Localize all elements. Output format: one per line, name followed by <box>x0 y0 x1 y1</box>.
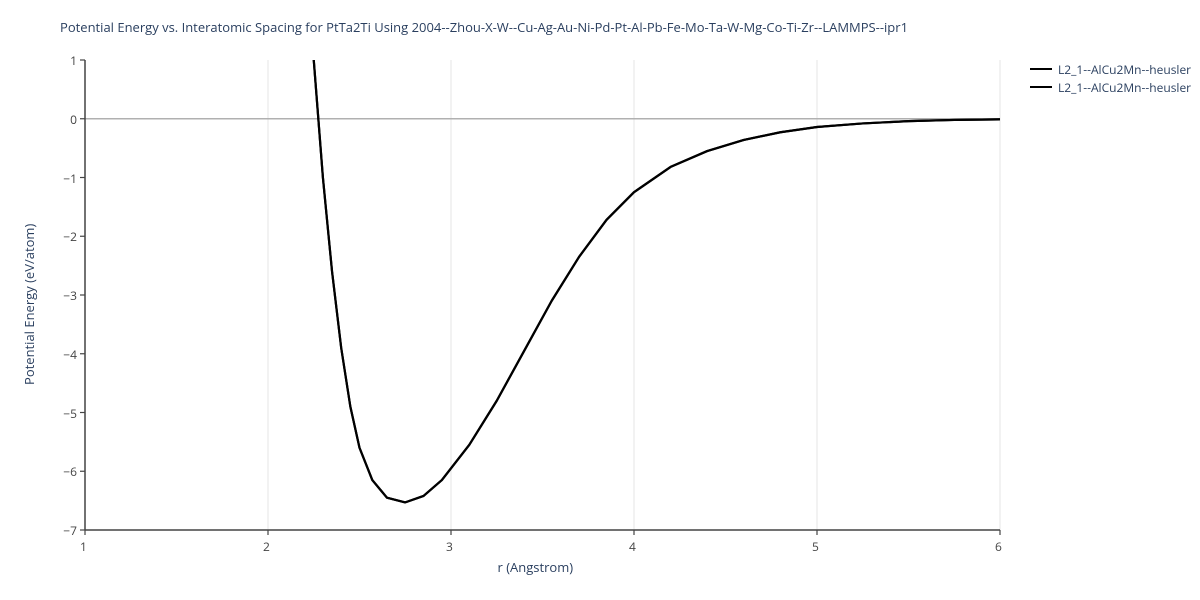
y-tick-label: −7 <box>63 522 77 539</box>
x-axis-label: r (Angstrom) <box>498 558 574 576</box>
x-tick-label: 2 <box>263 538 270 555</box>
y-tick-label: −6 <box>63 463 77 480</box>
y-tick-label: −5 <box>63 405 77 422</box>
y-axis-label: Potential Energy (eV/atom) <box>20 224 38 385</box>
y-tick-label: 1 <box>70 52 77 69</box>
chart-plot[interactable] <box>0 0 1200 600</box>
chart-container: Potential Energy vs. Interatomic Spacing… <box>0 0 1200 600</box>
x-tick-label: 6 <box>995 538 1002 555</box>
y-tick-label: −2 <box>63 228 77 245</box>
y-tick-label: 0 <box>70 111 77 128</box>
legend-label: L2_1--AlCu2Mn--heusler <box>1058 61 1191 78</box>
x-tick-label: 4 <box>629 538 636 555</box>
legend-swatch <box>1030 86 1052 88</box>
y-tick-label: −1 <box>63 170 77 187</box>
x-tick-label: 3 <box>446 538 453 555</box>
legend-swatch <box>1030 68 1052 70</box>
chart-legend[interactable]: L2_1--AlCu2Mn--heuslerL2_1--AlCu2Mn--heu… <box>1030 60 1191 96</box>
y-tick-label: −3 <box>63 287 77 304</box>
x-tick-label: 5 <box>812 538 819 555</box>
legend-item[interactable]: L2_1--AlCu2Mn--heusler <box>1030 60 1191 78</box>
y-tick-label: −4 <box>63 346 77 363</box>
legend-label: L2_1--AlCu2Mn--heusler <box>1058 79 1191 96</box>
legend-item[interactable]: L2_1--AlCu2Mn--heusler <box>1030 78 1191 96</box>
x-tick-label: 1 <box>80 538 87 555</box>
